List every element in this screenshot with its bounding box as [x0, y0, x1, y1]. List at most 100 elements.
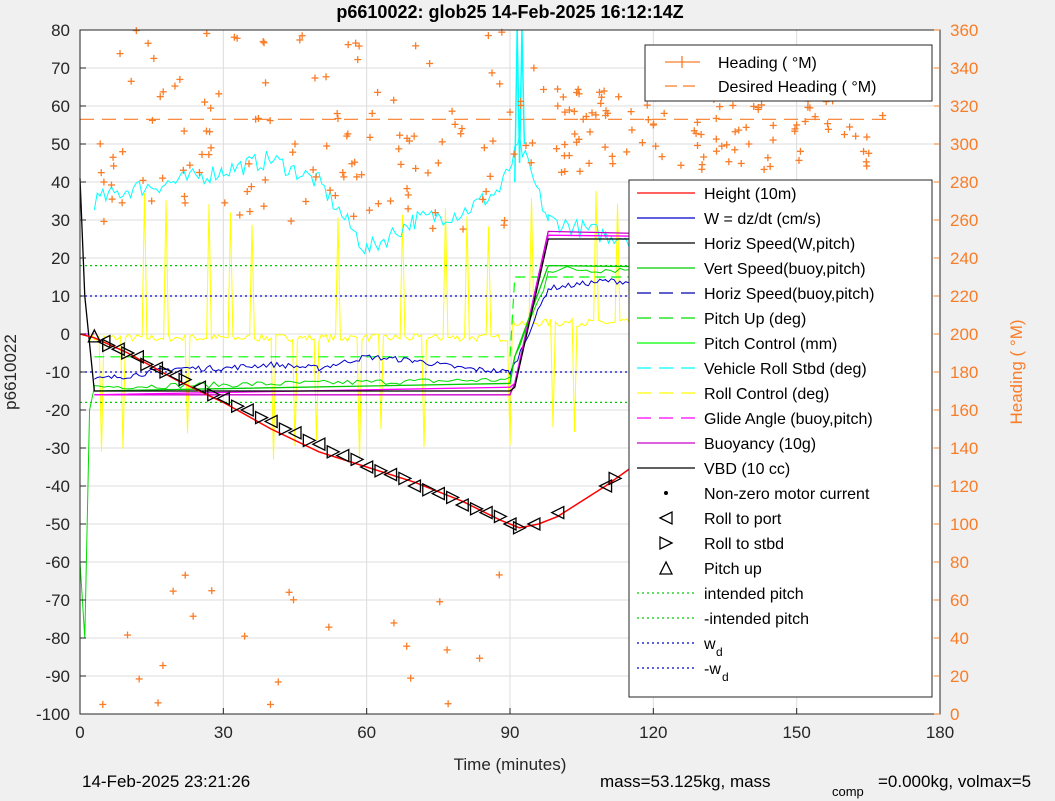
roll-to-stbd-marker	[398, 471, 413, 486]
y2-tick-label: 120	[950, 477, 978, 496]
y2-tick-label: 240	[950, 249, 978, 268]
roll-to-port-marker	[148, 361, 164, 376]
roll-to-stbd-marker	[121, 345, 136, 361]
legend-swatch	[658, 560, 674, 575]
roll-to-stbd-marker	[302, 433, 317, 448]
roll-to-port-marker	[311, 437, 326, 452]
legend-heading-label: Heading ( °M)	[718, 55, 817, 72]
legend-label-subscript: d	[716, 645, 723, 659]
legend-swatch	[659, 535, 674, 551]
footer-volmax: =0.000kg, volmax=5	[878, 772, 1032, 791]
legend-label: W = dz/dt (cm/s)	[704, 211, 821, 228]
y-tick-label: -50	[45, 515, 70, 534]
vehicle-roll-spike	[514, 29, 526, 183]
y2-axis-label: Heading ( °M)	[1007, 319, 1026, 424]
legend-label: Pitch Up (deg)	[704, 311, 806, 328]
roll-to-stbd-marker	[326, 444, 341, 459]
y2-tick-label: 60	[950, 591, 969, 610]
y-tick-label: 50	[51, 135, 70, 154]
legend-label: Vehicle Roll Stbd (deg)	[704, 361, 867, 378]
y-tick-label: 40	[51, 173, 70, 192]
y2-tick-label: 220	[950, 287, 978, 306]
y2-tick-label: 200	[950, 325, 978, 344]
y-tick-label: -70	[45, 591, 70, 610]
roll-to-stbd-marker	[422, 482, 437, 497]
x-axis-label: Time (minutes)	[454, 755, 567, 774]
roll-to-port-marker	[454, 497, 469, 513]
y2-tick-label: 160	[950, 401, 978, 420]
legend-label: Horiz Speed(W,pitch)	[704, 236, 855, 253]
roll-to-port-marker	[96, 334, 111, 349]
y2-tick-label: 140	[950, 439, 978, 458]
pitch-control-line	[94, 276, 888, 358]
legend-label: Buoyancy (10g)	[704, 436, 816, 453]
roll-to-port-marker	[215, 391, 230, 406]
x-tick-label: 120	[639, 723, 667, 742]
roll-to-stbd-marker	[374, 463, 389, 478]
y-tick-label: -30	[45, 439, 70, 458]
roll-to-port-marker	[502, 516, 517, 532]
y2-tick-label: 80	[950, 553, 969, 572]
legend-label: Pitch up	[704, 561, 762, 578]
y2-tick-label: 20	[950, 667, 969, 686]
y-tick-label: -10	[45, 363, 70, 382]
roll-to-port-marker	[550, 505, 565, 520]
roll-to-port-marker	[287, 425, 302, 440]
legend-label: w	[703, 636, 716, 653]
roll-to-port-marker	[359, 459, 374, 475]
roll-to-stbd-marker	[512, 520, 528, 535]
y-tick-label: 30	[51, 211, 70, 230]
legend-label: Vert Speed(buoy,pitch)	[704, 261, 866, 278]
y-tick-label: 60	[51, 97, 70, 116]
y-tick-label: -40	[45, 477, 70, 496]
roll-to-port-marker	[383, 467, 398, 482]
x-tick-label: 180	[926, 723, 954, 742]
roll-to-stbd-marker	[102, 338, 117, 353]
roll-to-port-marker	[478, 505, 493, 520]
y2-tick-label: 320	[950, 97, 978, 116]
legend-label: VBD (10 cc)	[704, 461, 790, 478]
roll-to-port-marker	[526, 516, 541, 532]
pitch-up-marker	[87, 328, 102, 343]
roll-to-port-marker	[406, 478, 422, 494]
roll-to-port-marker	[168, 368, 183, 383]
chart-title: p6610022: glob25 14-Feb-2025 16:12:14Z	[336, 2, 683, 22]
y-tick-label: -100	[36, 705, 70, 724]
roll-to-stbd-marker	[231, 399, 246, 414]
legend-label-subscript: d	[722, 670, 729, 684]
roll-to-stbd-marker	[493, 509, 508, 524]
legend-label: Roll to stbd	[704, 536, 784, 553]
y-tick-label: -80	[45, 629, 70, 648]
y2-tick-label: 180	[950, 363, 978, 382]
footer-mass: mass=53.125kg, mass	[600, 772, 771, 791]
roll-to-port-marker	[110, 342, 125, 357]
x-tick-label: 30	[214, 723, 233, 742]
roll-to-stbd-marker	[446, 490, 461, 505]
roll-to-port-marker	[191, 380, 207, 395]
x-tick-label: 0	[75, 723, 84, 742]
footer-timestamp: 14-Feb-2025 23:21:26	[82, 772, 251, 791]
roll-to-stbd-marker	[140, 357, 155, 372]
y2-tick-label: 0	[950, 705, 959, 724]
legend-label: Pitch Control (mm)	[704, 336, 837, 353]
y-tick-label: -20	[45, 401, 70, 420]
x-tick-label: 60	[357, 723, 376, 742]
legend-label: Glide Angle (buoy,pitch)	[704, 411, 873, 428]
roll-to-stbd-marker	[207, 387, 222, 402]
y2-tick-label: 100	[950, 515, 978, 534]
roll-to-port-marker	[598, 478, 613, 494]
legend-label: Height (10m)	[704, 186, 796, 203]
footer-mass-subscript: comp	[832, 784, 864, 799]
y-tick-label: -60	[45, 553, 70, 572]
y2-tick-label: 340	[950, 59, 978, 78]
legend-desired-heading-label: Desired Heading ( °M)	[718, 79, 876, 96]
y-axis-label: p6610022	[1, 334, 20, 410]
heading-legend-box	[644, 44, 933, 102]
y2-tick-label: 280	[950, 173, 978, 192]
legend-label: intended pitch	[704, 586, 804, 603]
y-tick-label: 10	[51, 287, 70, 306]
x-tick-label: 150	[782, 723, 810, 742]
roll-to-stbd-marker	[159, 364, 174, 380]
legend-label: Horiz Speed(buoy,pitch)	[704, 286, 874, 303]
